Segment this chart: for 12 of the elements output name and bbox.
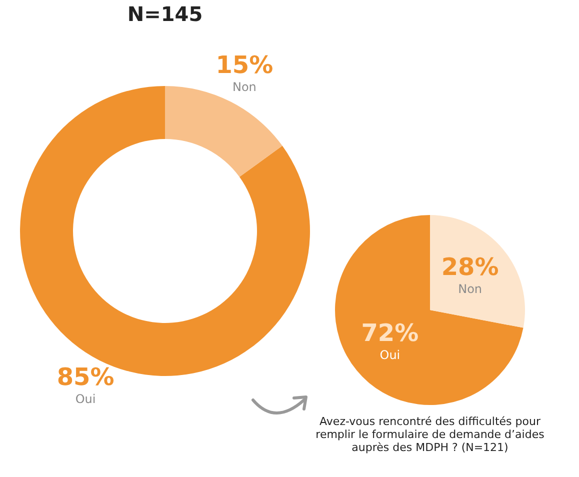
pie-slice <box>335 215 524 405</box>
data-label: 85% <box>56 362 114 391</box>
chart-title: N=145 <box>127 2 203 26</box>
text: Avez-vous rencontré des difficultés pour remplir le formulaire de demande d’aides auprès des MDPH ? (N=121) <box>316 415 545 454</box>
data-label: 15% <box>216 51 274 80</box>
slice-label: Non <box>458 282 482 296</box>
pie-slice <box>430 215 525 328</box>
data-label: 72% <box>361 319 419 348</box>
slice-label: Oui <box>380 348 400 362</box>
slice-label: Oui <box>75 392 96 406</box>
data-label: 28% <box>441 252 499 281</box>
slice-label: Non <box>232 80 256 94</box>
